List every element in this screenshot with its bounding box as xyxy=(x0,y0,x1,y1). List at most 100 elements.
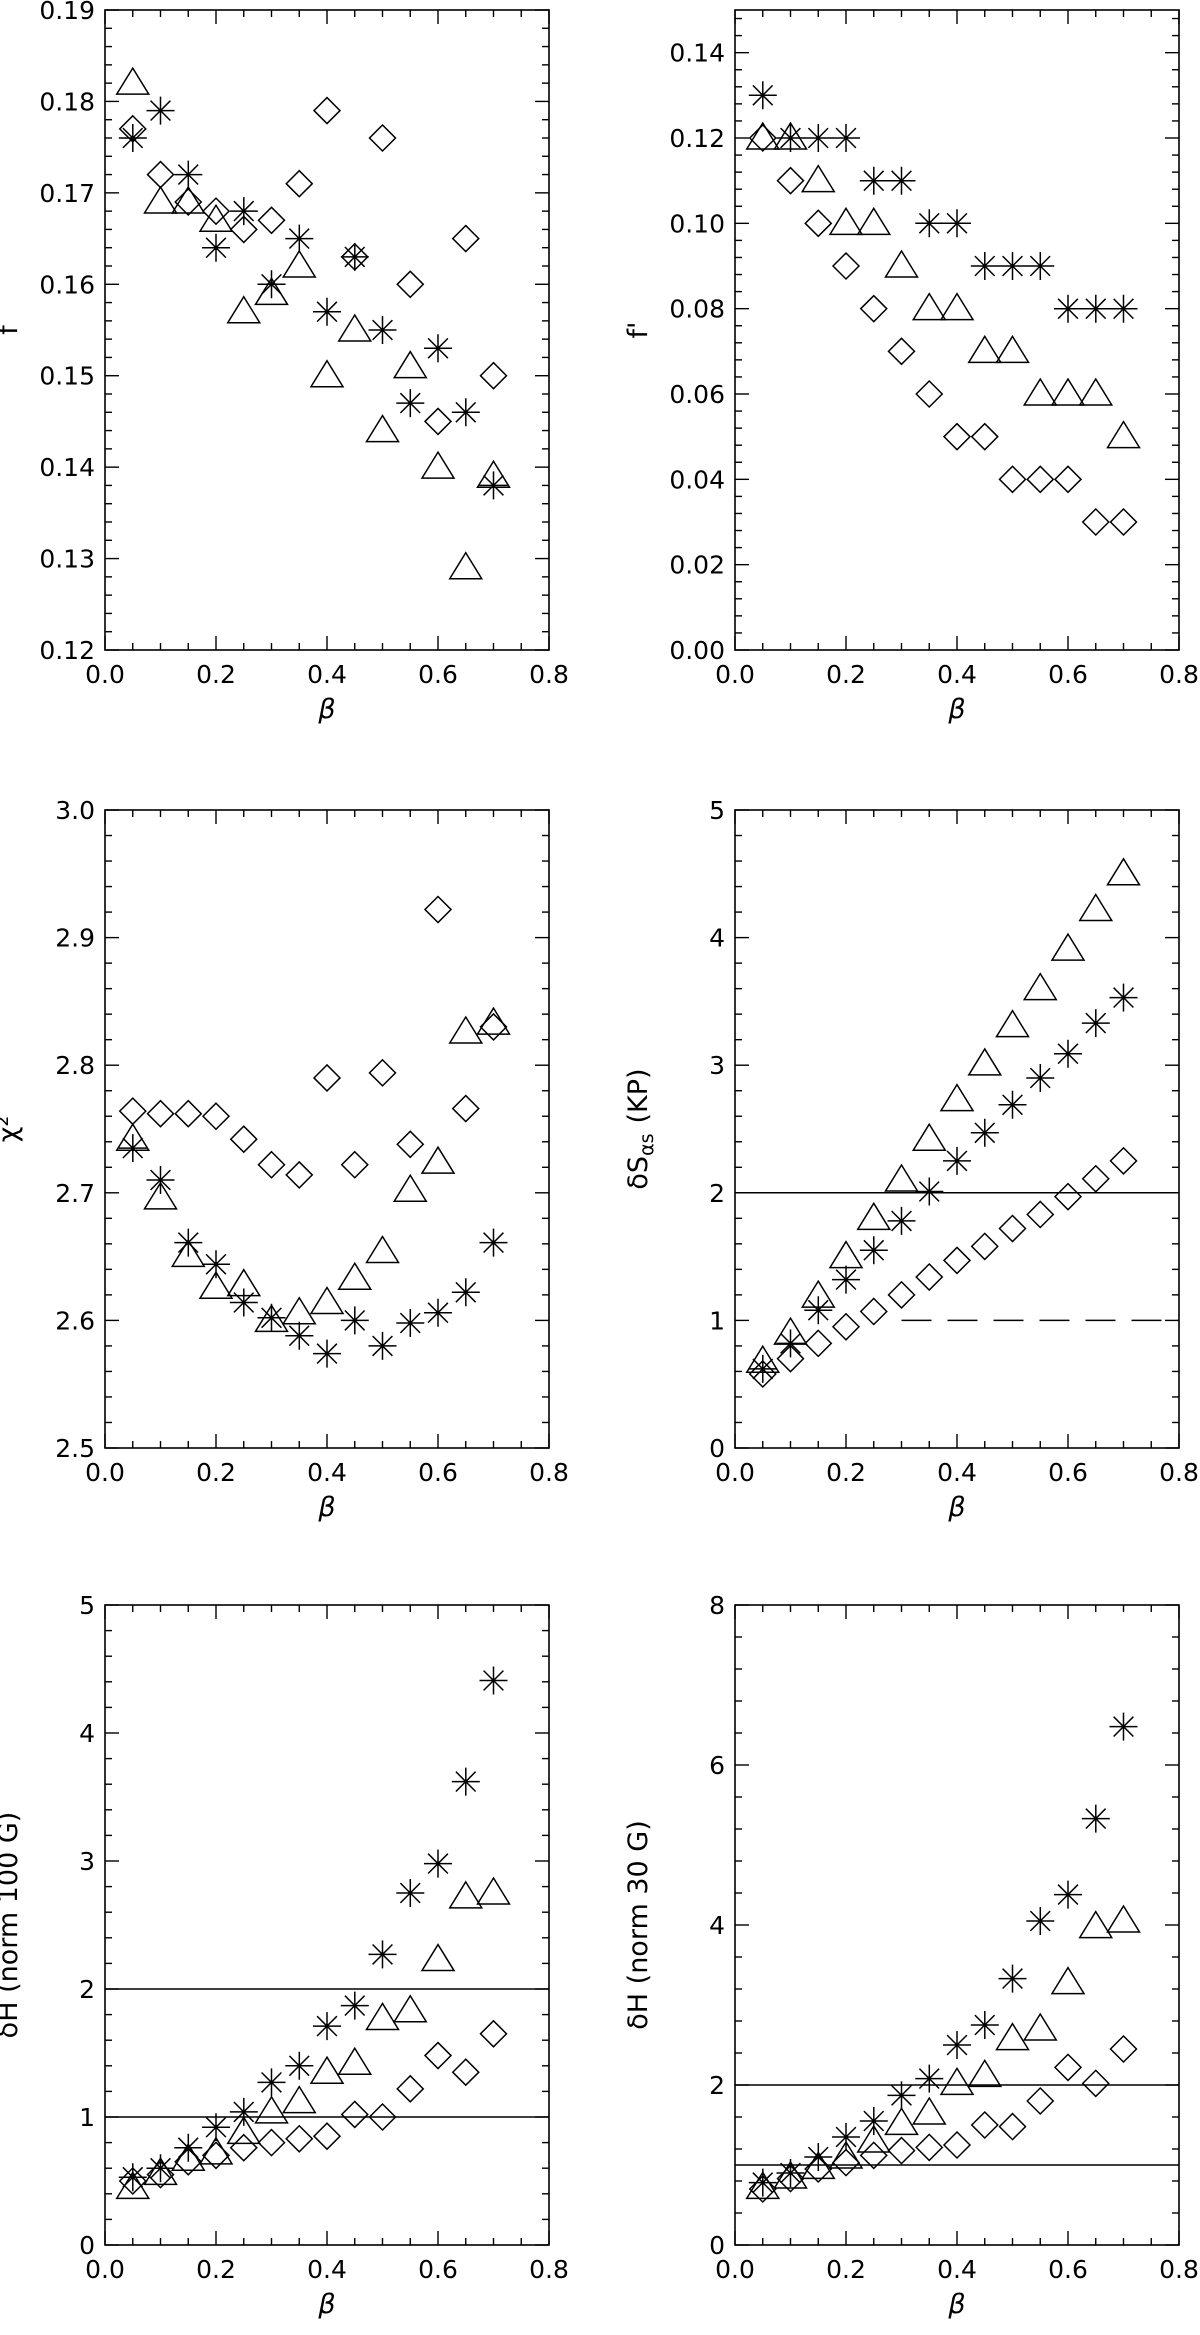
asterisk-point xyxy=(340,1991,369,2020)
triangle-point xyxy=(856,2124,892,2153)
x-tick-label: 0.6 xyxy=(1048,1458,1088,1487)
asterisk-point xyxy=(970,1118,999,1147)
triangle-point xyxy=(967,1047,1003,1076)
diamond-point xyxy=(942,2130,972,2160)
triangle-point xyxy=(309,2055,345,2084)
triangle-point xyxy=(476,1876,511,1905)
asterisk-point xyxy=(859,1236,888,1265)
diamond-point xyxy=(1026,1200,1055,1229)
diamond-point xyxy=(748,1359,777,1389)
diamond-point xyxy=(970,1232,999,1261)
triangle-point xyxy=(337,1261,373,1291)
y-tick-label: 5 xyxy=(79,1591,95,1620)
y-tick-label: 2.9 xyxy=(55,924,95,953)
asterisk-point xyxy=(832,124,860,152)
diamond-point xyxy=(1109,507,1138,537)
diamond-point xyxy=(859,2141,888,2170)
triangle-point xyxy=(828,2140,864,2169)
diamond-point xyxy=(479,2019,508,2048)
series-asterisk xyxy=(118,1134,508,1368)
y-tick-label: 2 xyxy=(709,2071,725,2100)
triangle-point xyxy=(1078,1910,1114,1939)
triangle-point xyxy=(939,292,975,321)
x-tick-label: 0.4 xyxy=(307,660,347,689)
asterisk-point xyxy=(174,160,203,189)
asterisk-point xyxy=(887,1206,916,1235)
asterisk-point xyxy=(943,209,971,238)
x-tick-label: 0.2 xyxy=(196,1458,236,1487)
triangle-point xyxy=(143,2156,178,2186)
asterisk-point xyxy=(451,1767,480,1796)
diamond-point xyxy=(942,1246,972,1275)
y-axis-label: f' xyxy=(623,322,654,339)
diamond-point xyxy=(285,169,314,198)
asterisk-point xyxy=(118,124,147,152)
asterisk-point xyxy=(229,2097,258,2126)
x-tick-label: 0.6 xyxy=(1048,660,1088,689)
x-tick-label: 0.2 xyxy=(826,660,866,689)
asterisk-point xyxy=(229,1288,258,1317)
y-tick-label: 0.16 xyxy=(39,270,95,299)
x-axis-label: β xyxy=(947,1492,965,1523)
diamond-point xyxy=(748,2174,777,2204)
y-axis-label: χ² xyxy=(0,1116,24,1142)
diamond-point xyxy=(340,1150,369,1179)
asterisk-point xyxy=(313,297,341,326)
diamond-point xyxy=(368,123,397,153)
series-triangle xyxy=(115,66,511,580)
diamond-point xyxy=(970,422,999,451)
asterisk-point xyxy=(202,1250,230,1279)
asterisk-point xyxy=(424,334,452,363)
triangle-point xyxy=(1022,972,1058,1001)
triangle-point xyxy=(1106,857,1141,886)
asterisk-point xyxy=(998,1090,1027,1119)
panel-middle-left: 0.0 0.2 0.4 0.6 0.8 2.5 2.6 2.7 2.8 2.9 3.0 β χ² xyxy=(0,796,569,1523)
y-tick-label: 0.14 xyxy=(669,39,725,68)
series-triangle xyxy=(745,1904,1141,2200)
panel-bottom-left: 0.0 0.2 0.4 0.6 0.8 0 1 2 3 4 5 β δH (norm 100 G) xyxy=(0,1591,569,2320)
triangle-point xyxy=(1078,377,1114,406)
y-tick-label: 0.00 xyxy=(669,636,725,665)
triangle-point xyxy=(115,66,151,95)
asterisk-point xyxy=(451,1278,480,1307)
y-tick-label: 0.12 xyxy=(39,636,95,665)
asterisk-point xyxy=(1054,294,1082,323)
asterisk-point xyxy=(479,1228,508,1257)
diamond-point xyxy=(776,166,805,195)
diamond-point xyxy=(257,2128,286,2157)
asterisk-point xyxy=(748,2168,777,2197)
x-tick-label: 0.6 xyxy=(418,1458,458,1487)
asterisk-point xyxy=(859,166,888,195)
asterisk-point xyxy=(748,81,777,110)
series-asterisk xyxy=(748,81,1138,323)
y-tick-label: 2 xyxy=(709,1179,725,1208)
triangle-point xyxy=(365,1235,400,1264)
x-axis-label: β xyxy=(317,694,335,725)
asterisk-point xyxy=(915,209,944,238)
triangle-point xyxy=(1078,893,1114,922)
series-diamond xyxy=(748,2034,1138,2204)
x-tick-label: 0.8 xyxy=(529,2255,569,2284)
asterisk-point xyxy=(451,398,480,427)
asterisk-point xyxy=(479,1666,508,1695)
asterisk-point xyxy=(313,1339,341,1368)
diamond-point xyxy=(146,2160,175,2189)
triangle-point xyxy=(1050,1966,1086,1995)
asterisk-point xyxy=(202,2113,230,2142)
diamond-point xyxy=(257,206,286,235)
asterisk-point xyxy=(1109,1712,1138,1741)
asterisk-point xyxy=(998,252,1027,280)
y-tick-label: 0.15 xyxy=(39,362,95,391)
triangle-point xyxy=(939,1083,975,1112)
asterisk-point xyxy=(1081,294,1110,323)
triangle-point xyxy=(170,2142,206,2171)
x-tick-label: 0.0 xyxy=(715,2255,755,2284)
asterisk-point xyxy=(174,2133,203,2162)
triangle-point xyxy=(143,1181,178,1210)
y-tick-label: 0.06 xyxy=(669,380,725,409)
series-asterisk xyxy=(748,983,1138,1383)
diamond-point xyxy=(451,1094,480,1123)
asterisk-point xyxy=(146,1166,175,1194)
triangle-point xyxy=(281,249,317,278)
